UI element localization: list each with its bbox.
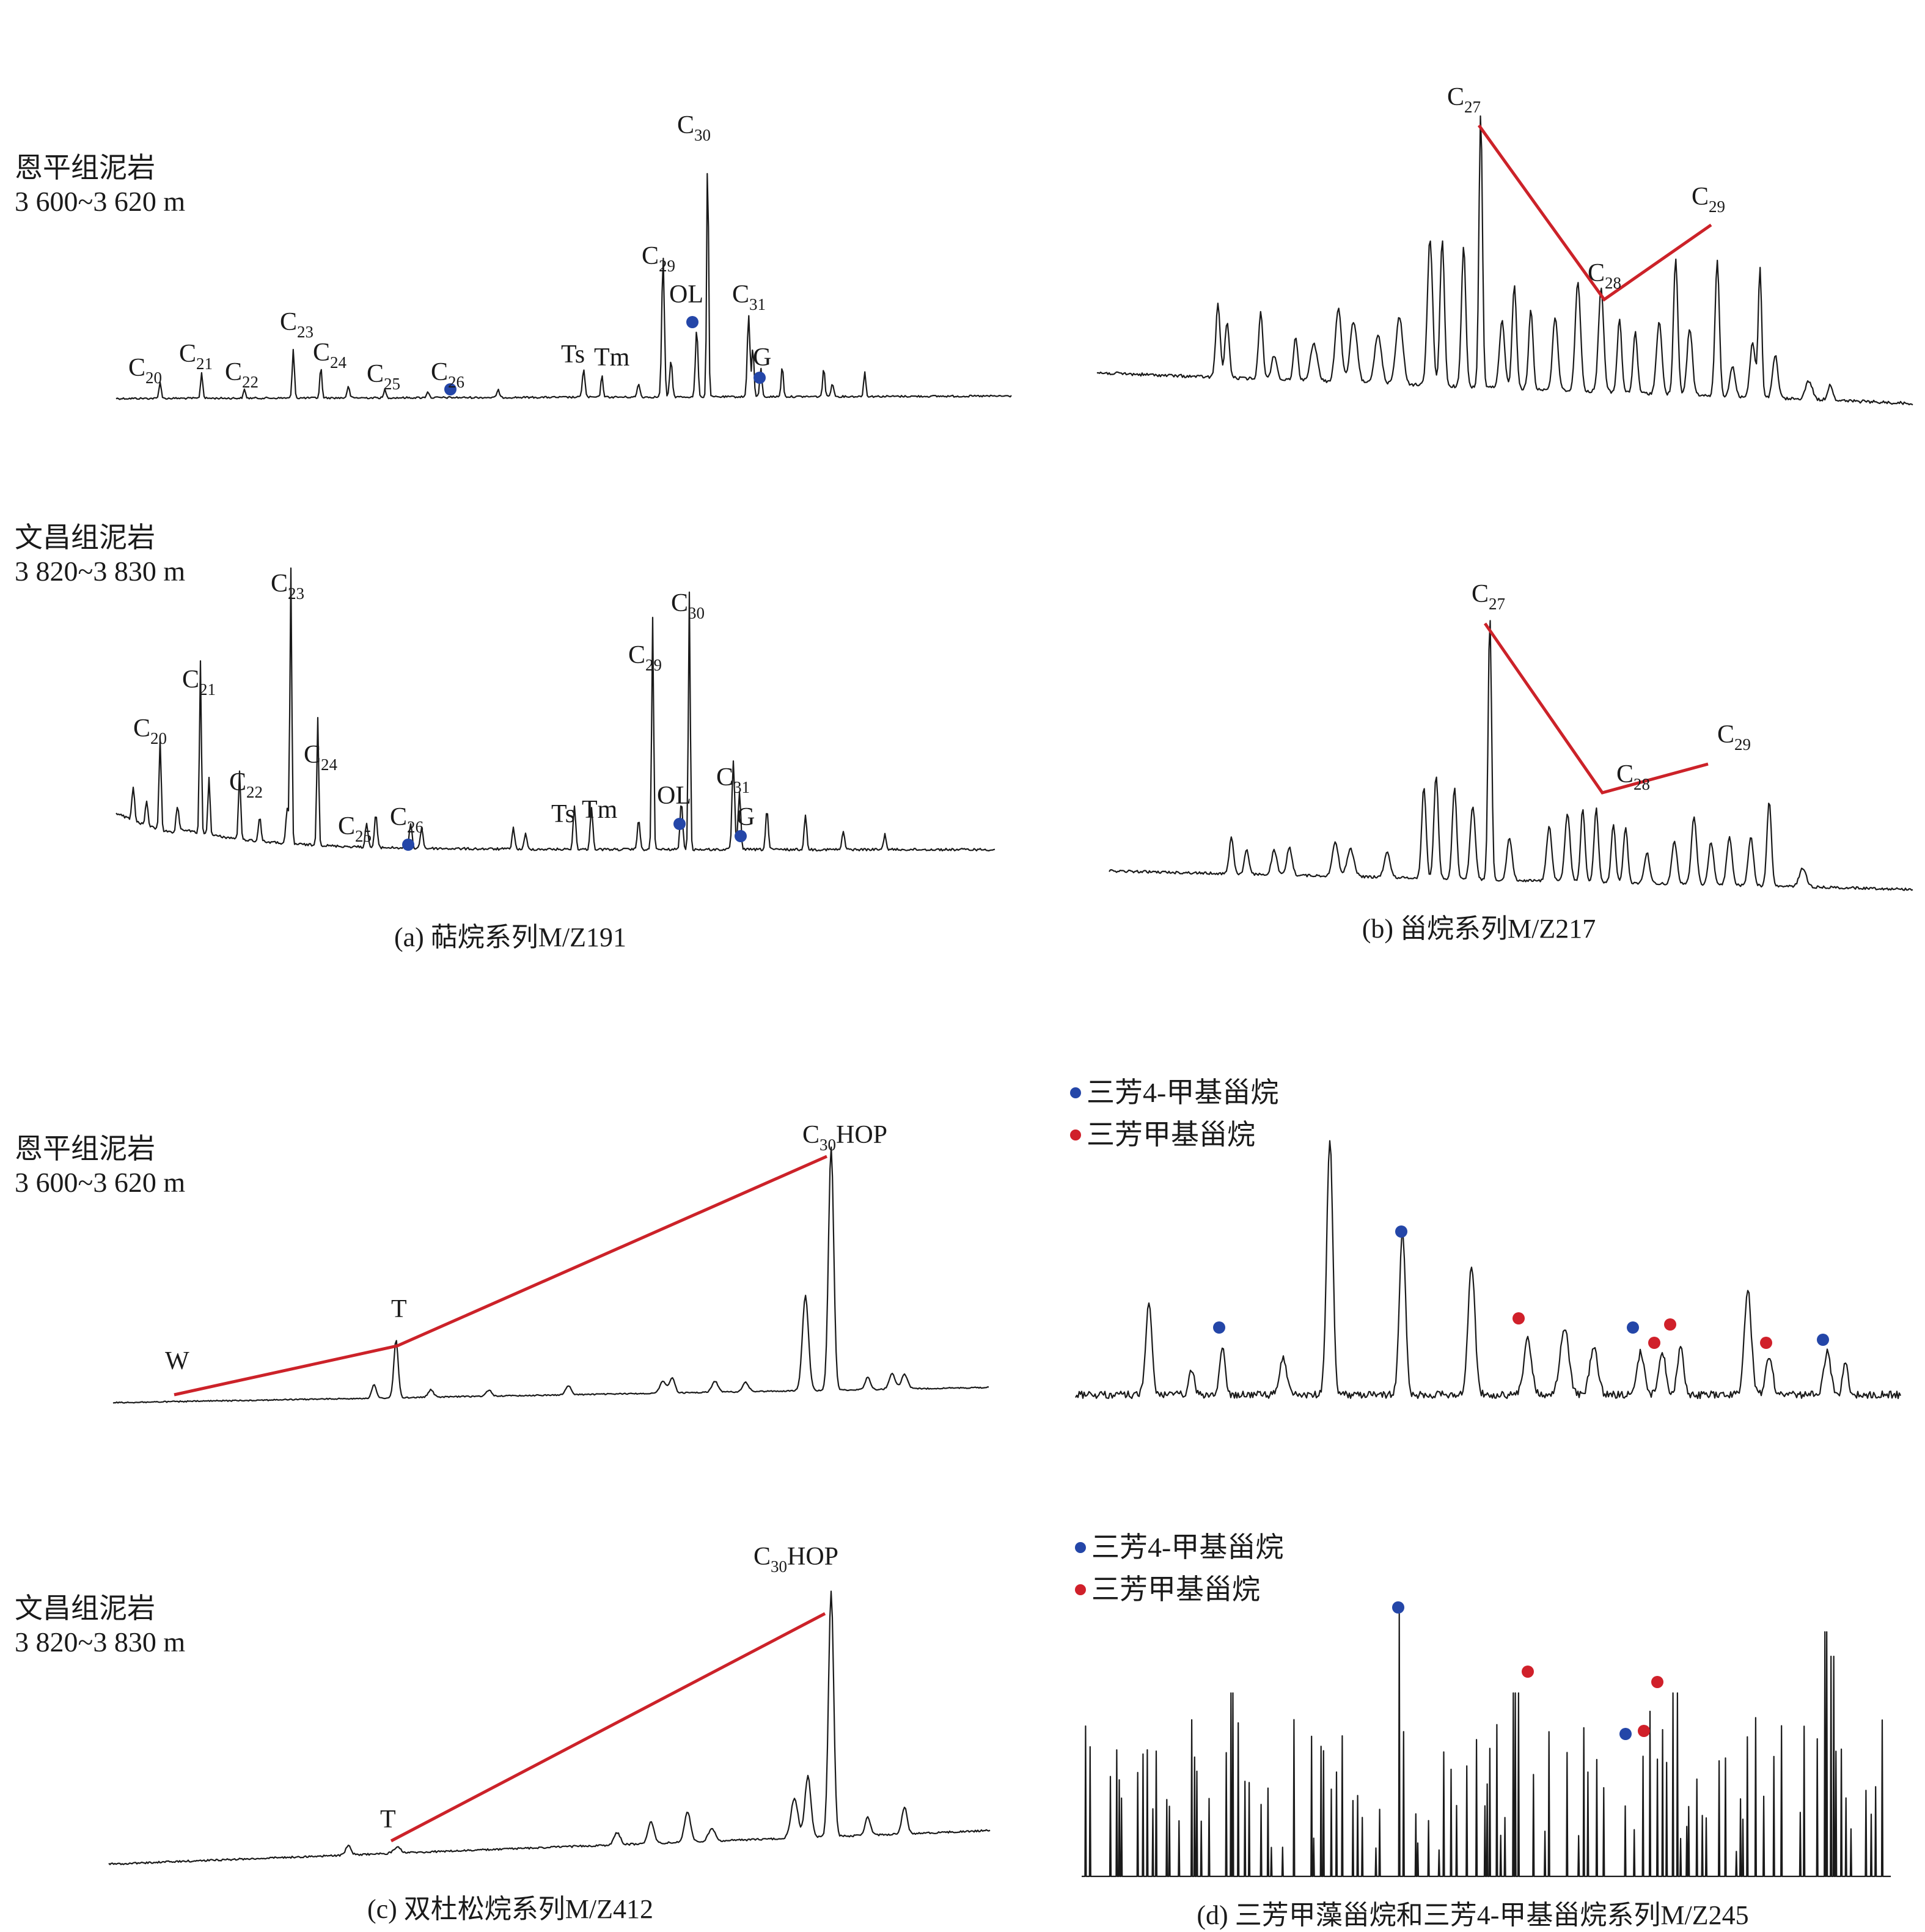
peak-label: C20 xyxy=(128,354,162,387)
trend-line xyxy=(1477,124,1712,302)
peak-label: OL xyxy=(657,782,691,810)
peak-label: C31 xyxy=(732,281,766,314)
peak-marker-blue xyxy=(1213,1321,1225,1334)
peak-marker-blue xyxy=(1395,1225,1407,1238)
peak-label: C25 xyxy=(367,360,400,393)
peak-label: C25 xyxy=(338,812,372,845)
peak-label: C29 xyxy=(642,242,675,275)
peak-label: C26 xyxy=(431,358,464,391)
peak-marker-blue xyxy=(444,383,457,395)
peak-label: C21 xyxy=(182,666,216,699)
peak-label: G xyxy=(753,343,771,372)
chromatogram-trace xyxy=(116,567,996,852)
sample-label: 文昌组泥岩 xyxy=(15,1593,155,1624)
trend-line xyxy=(174,1155,828,1397)
peak-label: C28 xyxy=(1616,760,1650,793)
legend-marker-blue xyxy=(1070,1087,1081,1098)
peak-label: C27 xyxy=(1472,580,1505,613)
legend-label: 三芳甲基甾烷 xyxy=(1087,1119,1255,1150)
peak-marker-blue xyxy=(686,316,698,328)
panel-caption: (c) 双杜松烷系列M/Z412 xyxy=(367,1894,653,1924)
peak-label: OL xyxy=(669,281,703,309)
chromatogram-trace xyxy=(1096,115,1913,406)
peak-label: Ts xyxy=(561,340,585,369)
peak-label: C22 xyxy=(225,358,258,391)
sample-depth: 3 820~3 830 m xyxy=(15,556,185,587)
legend-marker-blue xyxy=(1075,1542,1086,1553)
peak-label: C23 xyxy=(271,570,304,603)
peak-label: C30 xyxy=(671,589,705,622)
legend-label: 三芳4-甲基甾烷 xyxy=(1087,1077,1278,1108)
peak-label: Tm xyxy=(582,796,618,824)
peak-marker-red xyxy=(1648,1337,1660,1349)
panel-caption: (d) 三芳甲藻甾烷和三芳4-甲基甾烷系列M/Z245 xyxy=(1197,1900,1748,1930)
peak-label: C20 xyxy=(133,714,167,747)
legend-label: 三芳4-甲基甾烷 xyxy=(1091,1532,1283,1563)
peak-marker-red xyxy=(1522,1666,1534,1678)
chromatogram-trace xyxy=(108,1590,991,1865)
sample-depth: 3 600~3 620 m xyxy=(15,1167,185,1198)
peak-marker-blue xyxy=(1392,1601,1404,1614)
peak-marker-red xyxy=(1638,1725,1650,1737)
peak-label: C26 xyxy=(390,803,424,836)
peak-label: C27 xyxy=(1447,83,1481,116)
legend-label: 三芳甲基甾烷 xyxy=(1091,1574,1260,1605)
peak-marker-blue xyxy=(673,818,686,830)
peak-marker-blue xyxy=(1627,1321,1639,1334)
chromatogram-trace xyxy=(116,173,1012,400)
peak-label: C30 xyxy=(677,111,711,144)
panel-caption: (a) 萜烷系列M/Z191 xyxy=(394,922,626,952)
sample-label: 恩平组泥岩 xyxy=(15,1133,155,1164)
chromatogram-trace xyxy=(1109,620,1913,891)
peak-label: C29 xyxy=(628,641,662,674)
peak-label: C28 xyxy=(1588,259,1621,292)
trend-line xyxy=(1483,622,1709,795)
peak-marker-blue xyxy=(754,372,766,384)
peak-label: C21 xyxy=(179,340,213,373)
peak-marker-red xyxy=(1651,1676,1663,1688)
peak-marker-red xyxy=(1513,1312,1525,1324)
peak-label: C29 xyxy=(1717,721,1751,754)
peak-label: T xyxy=(380,1805,396,1834)
sample-label: 文昌组泥岩 xyxy=(15,522,155,553)
peak-label: C22 xyxy=(229,768,263,801)
peak-marker-red xyxy=(1760,1337,1772,1349)
peak-label: C24 xyxy=(313,339,347,372)
peak-marker-red xyxy=(1664,1318,1676,1331)
chromatogram-trace xyxy=(1082,1612,1891,1878)
sample-label: 恩平组泥岩 xyxy=(15,152,155,183)
peak-label: C30HOP xyxy=(754,1543,838,1576)
sample-depth: 3 600~3 620 m xyxy=(15,186,185,217)
peak-marker-blue xyxy=(1619,1728,1632,1740)
peak-marker-blue xyxy=(735,830,747,842)
chromatogram-trace xyxy=(112,1146,989,1404)
sample-depth: 3 820~3 830 m xyxy=(15,1626,185,1658)
peak-label: G xyxy=(736,803,755,831)
peak-marker-blue xyxy=(1817,1334,1829,1346)
peak-label: C31 xyxy=(716,763,750,796)
peak-label: C29 xyxy=(1692,183,1725,216)
panel-caption: (b) 甾烷系列M/Z217 xyxy=(1362,914,1596,944)
peak-label: C23 xyxy=(280,308,314,341)
peak-label: C24 xyxy=(304,741,338,774)
trend-line xyxy=(390,1612,826,1843)
peak-label: Tm xyxy=(594,343,630,372)
peak-label: W xyxy=(165,1347,189,1375)
peak-marker-blue xyxy=(402,839,414,851)
chromatogram-trace xyxy=(1075,1140,1902,1400)
peak-label: T xyxy=(391,1295,407,1323)
peak-label: Ts xyxy=(551,800,575,828)
legend-marker-red xyxy=(1075,1584,1086,1595)
legend-marker-red xyxy=(1070,1129,1081,1140)
peak-label: C30HOP xyxy=(802,1121,887,1154)
